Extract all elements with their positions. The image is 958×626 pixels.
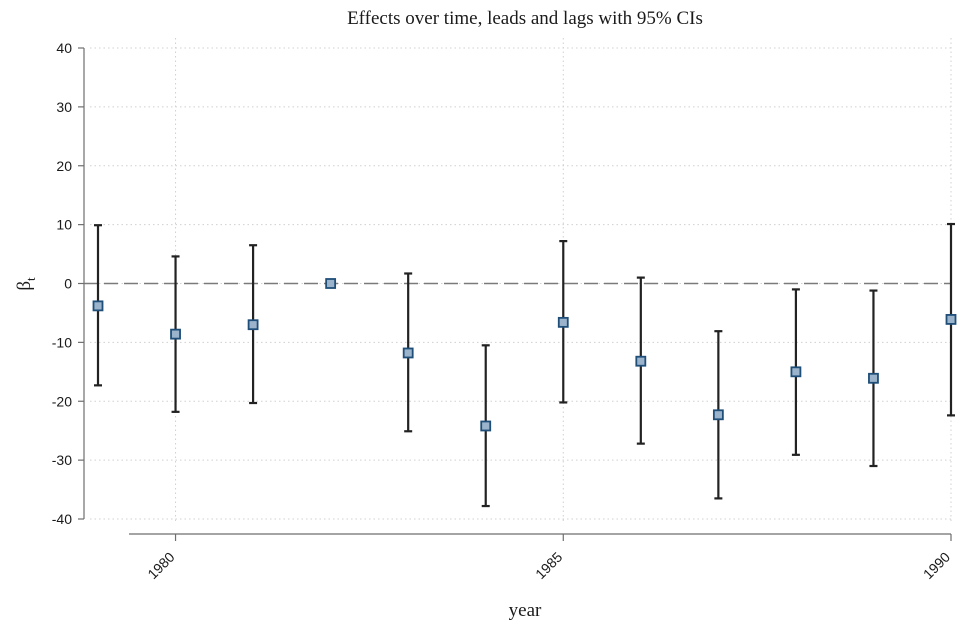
y-tick-label: -30 bbox=[52, 452, 72, 468]
y-tick-label: 40 bbox=[56, 40, 72, 56]
y-axis-title-main: β bbox=[14, 281, 35, 291]
point-estimate-marker bbox=[325, 278, 337, 289]
x-tick-label: 1980 bbox=[144, 549, 177, 582]
point-estimate-marker bbox=[790, 366, 802, 378]
y-tick-label: 10 bbox=[56, 217, 72, 233]
x-tick-label: 1990 bbox=[920, 549, 953, 582]
y-tick-label: 30 bbox=[56, 99, 72, 115]
y-tick-label: -40 bbox=[52, 511, 72, 527]
point-estimate-marker bbox=[712, 409, 724, 421]
x-axis-title: year bbox=[509, 600, 542, 621]
point-estimate-marker bbox=[557, 316, 569, 328]
point-estimate-marker bbox=[402, 347, 414, 359]
grid-layer bbox=[90, 38, 952, 523]
y-axis-title-subscript: t bbox=[23, 277, 38, 281]
point-estimate-marker bbox=[247, 319, 259, 331]
point-estimate-marker bbox=[480, 420, 492, 432]
x-tick-label: 1985 bbox=[532, 549, 565, 582]
axis-layer: -40 -30 -20 -10 0 10 20 30 40 1980 1985 1990 bbox=[52, 40, 953, 582]
point-estimate-marker bbox=[170, 328, 181, 340]
y-tick-label: 0 bbox=[64, 276, 72, 292]
point-estimate-marker bbox=[92, 300, 104, 312]
y-tick-label: -10 bbox=[52, 334, 72, 350]
point-estimate-marker bbox=[635, 355, 647, 367]
point-estimate-marker bbox=[945, 314, 957, 325]
chart-title: Effects over time, leads and lags with 9… bbox=[347, 8, 703, 29]
y-tick-label: 20 bbox=[56, 158, 72, 174]
point-estimate-marker bbox=[868, 372, 879, 384]
data-layer bbox=[92, 222, 957, 508]
y-axis-title: βt bbox=[14, 277, 38, 291]
y-tick-label: -20 bbox=[52, 393, 72, 409]
